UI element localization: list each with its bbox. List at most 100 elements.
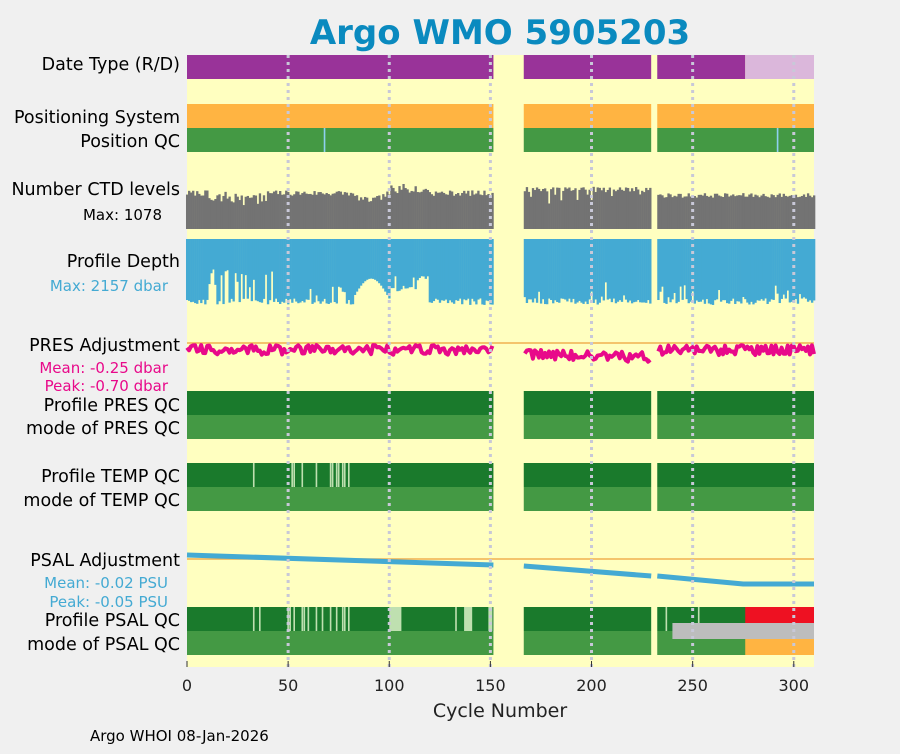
ctd-level-bar [299, 194, 302, 229]
ctd-level-bar [291, 195, 294, 229]
ctd-level-bar [762, 193, 765, 229]
ctd-level-bar [798, 196, 802, 229]
ctd-level-bar [552, 187, 555, 229]
profile-depth-bar [671, 239, 674, 300]
profile-depth-bar [412, 239, 415, 278]
ctd-level-bar [343, 192, 347, 229]
profile-depth-bar [628, 239, 632, 301]
profile-psal-qc-flag-span [488, 607, 493, 631]
profile-depth-bar [380, 239, 383, 286]
profile-depth-bar [287, 239, 290, 305]
ctd-level-bar [204, 190, 207, 229]
profile-depth-bar [337, 239, 341, 287]
profile-psal-qc-bar [523, 607, 652, 631]
ctd-level-bar [463, 190, 466, 229]
ctd-level-bar [238, 200, 241, 229]
ctd-level-bar [709, 195, 713, 229]
label-position-qc: Position QC [80, 132, 180, 152]
ctd-level-bar [236, 196, 239, 229]
ctd-level-bar [347, 195, 351, 229]
ctd-level-bar [535, 187, 539, 229]
profile-depth-bar [382, 239, 385, 289]
profile-depth-bar [216, 239, 219, 305]
ctd-level-bar [556, 187, 559, 229]
ctd-level-bar [669, 194, 672, 229]
label-mode-psal-qc: mode of PSAL QC [27, 635, 180, 655]
profile-depth-bar [762, 239, 765, 301]
ctd-level-bar [396, 193, 399, 229]
profile-depth-bar [327, 239, 330, 304]
profile-depth-bar [572, 239, 575, 299]
profile-depth-bar [772, 239, 775, 300]
profile-depth-bar [556, 239, 559, 303]
profile-depth-bar [270, 239, 274, 272]
psal-adjustment-series [657, 573, 814, 587]
ctd-level-bar [647, 190, 650, 229]
profile-depth-bar [622, 239, 626, 296]
profile-temp-qc-bar [187, 463, 494, 487]
ctd-level-bar [525, 187, 529, 229]
profile-psal-qc-flag [329, 607, 332, 631]
position-qc-bar [523, 128, 652, 152]
profile-depth-bar [606, 239, 610, 300]
profile-depth-bar [266, 239, 270, 305]
ctd-level-bar [529, 196, 533, 229]
ctd-level-bar [548, 203, 551, 229]
ctd-level-bar [748, 194, 751, 229]
mode-psal-qc-bar [523, 631, 652, 655]
profile-depth-bar [477, 239, 480, 300]
profile-depth-bar [754, 239, 757, 303]
profile-depth-bar [661, 239, 664, 287]
ctd-level-bar [691, 196, 694, 229]
profile-depth-bar [368, 239, 371, 279]
position-qc-flag [776, 128, 779, 152]
profile-depth-bar [596, 239, 599, 305]
profile-depth-bar [663, 239, 666, 303]
label-profile-pres-qc: Profile PRES QC [44, 396, 180, 416]
ctd-level-bar [295, 191, 298, 229]
ctd-level-bar [541, 188, 545, 229]
profile-depth-bar [353, 239, 357, 295]
ctd-level-bar [637, 189, 640, 229]
profile-depth-bar [624, 239, 628, 300]
profile-depth-bar [293, 239, 296, 299]
profile-depth-bar [746, 239, 749, 303]
ctd-level-bar [806, 193, 810, 229]
ctd-level-bar [185, 194, 189, 229]
profile-depth-bar [349, 239, 353, 305]
profile-depth-bar [386, 239, 389, 295]
profile-depth-bar [384, 239, 387, 292]
ctd-level-bar [732, 194, 735, 229]
ctd-level-bar [317, 192, 320, 229]
profile-depth-bar [254, 239, 258, 301]
profile-temp-qc-flag [337, 463, 340, 487]
ctd-level-bar [315, 194, 318, 229]
profile-depth-bar [558, 239, 561, 303]
ctd-level-bar [554, 194, 557, 229]
ctd-level-bar [673, 195, 676, 229]
ctd-level-bar [252, 195, 256, 229]
profile-depth-bar [260, 239, 264, 303]
profile-depth-bar [489, 239, 492, 305]
ctd-level-bar [262, 195, 266, 229]
profile-depth-bar [299, 239, 302, 303]
profile-depth-bar [459, 239, 462, 299]
label-profile-psal-qc: Profile PSAL QC [45, 611, 180, 631]
profile-depth-bar [744, 239, 747, 300]
profile-depth-bar [709, 239, 713, 305]
profile-depth-bar [392, 239, 395, 289]
ctd-level-bar [697, 194, 701, 229]
profile-depth-bar [552, 239, 555, 304]
profile-depth-bar [232, 239, 235, 302]
profile-depth-bar [390, 239, 393, 289]
ctd-level-bar [200, 195, 203, 229]
profile-depth-bar [315, 239, 318, 296]
profile-depth-bar [333, 239, 336, 303]
ctd-level-bar [614, 191, 618, 229]
ctd-level-bar [246, 195, 249, 229]
profile-depth-bar [319, 239, 322, 304]
ctd-level-bar [808, 195, 812, 229]
profile-depth-bar [685, 239, 688, 300]
ctd-level-bar [457, 193, 460, 229]
ctd-level-bar [685, 196, 688, 229]
